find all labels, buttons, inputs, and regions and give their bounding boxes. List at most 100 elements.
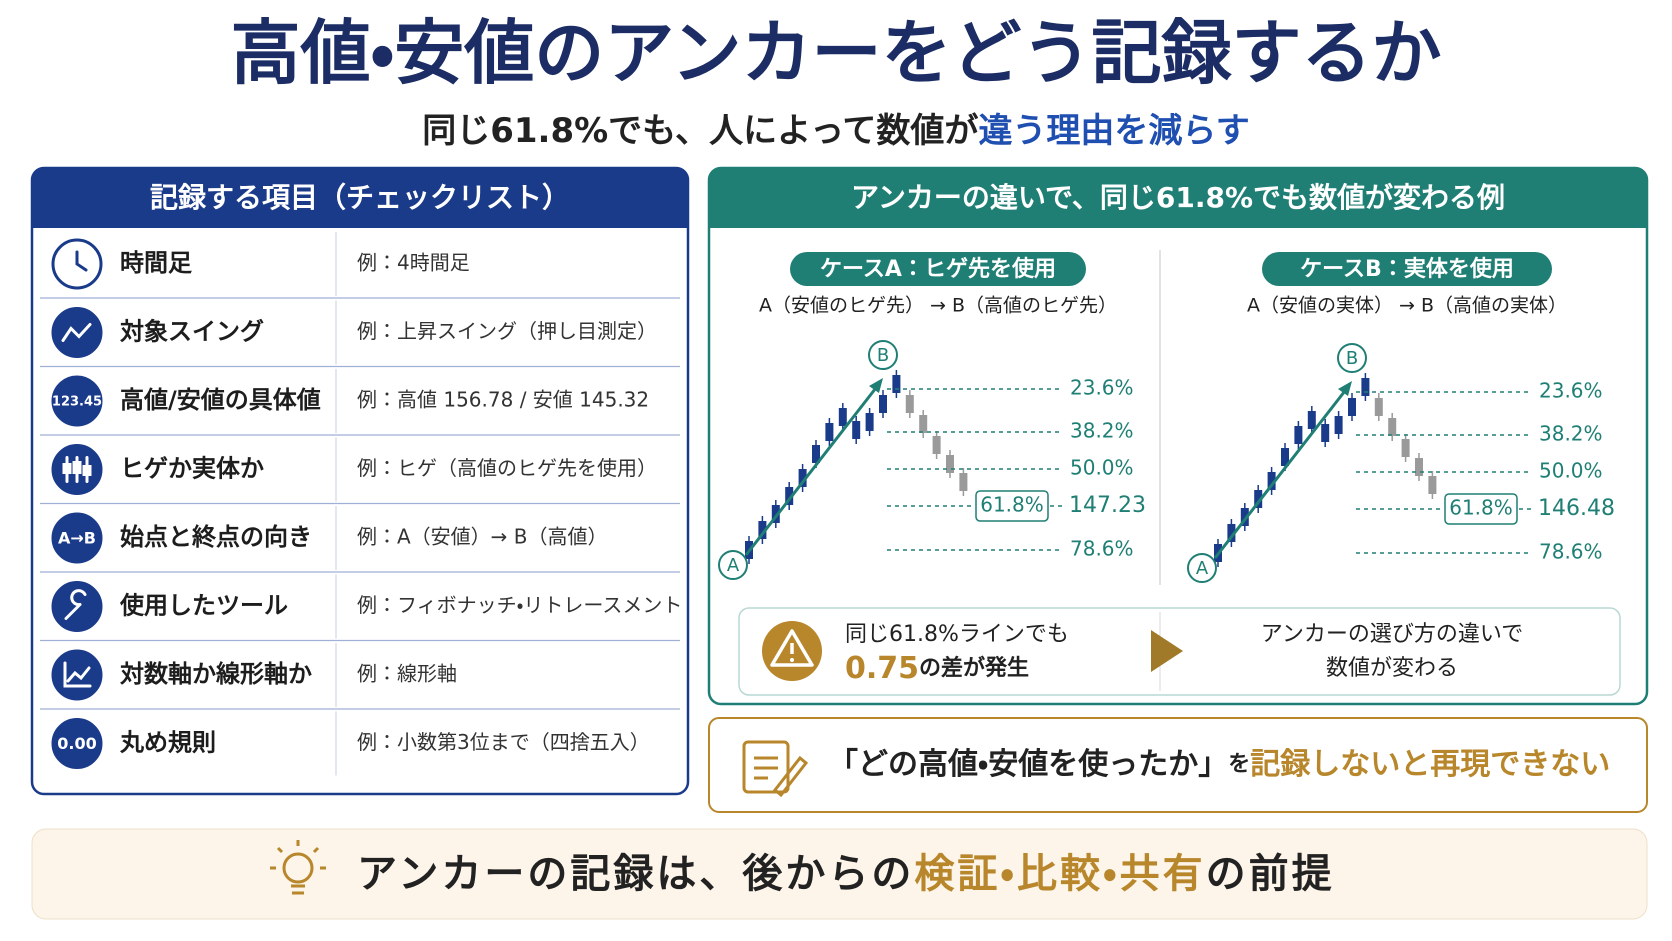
row-example: 例：上昇スイング（押し目測定） (357, 319, 657, 343)
candle-body (812, 445, 820, 463)
note-diff: 0.75 (845, 651, 919, 686)
candle-body (1307, 411, 1316, 429)
anchor-b (1337, 343, 1367, 373)
candle-body (1321, 424, 1330, 442)
fib-level: 50.0% (1070, 456, 1134, 480)
candle-body (932, 436, 941, 454)
fib-level: 61.8% (1449, 496, 1513, 520)
warning-particle: を (1228, 752, 1250, 777)
row-icon-text: 123.45 (52, 395, 102, 410)
fib-price: 146.48 (1538, 496, 1615, 521)
row-glyph (63, 661, 92, 688)
candle-body (1348, 398, 1356, 416)
case-label: ケースA：ヒゲ先を使用 (820, 257, 1056, 282)
glyph-path (61, 323, 92, 342)
row-icon (51, 718, 103, 769)
fib-box (1444, 493, 1518, 525)
footer-text: アンカーの記録は、後からの検証・比較・共有の前提 (357, 851, 1335, 897)
warning-box (708, 717, 1648, 813)
anchor-b (868, 340, 898, 370)
footer-plain: アンカーの記録は、後からの (357, 851, 914, 897)
row-glyph (75, 250, 88, 272)
fib-level: 23.6% (1070, 376, 1134, 400)
candle-body (785, 487, 794, 505)
row-glyph (62, 456, 92, 483)
fib-box (975, 490, 1049, 522)
note-right1: アンカーの選び方の違いで (1261, 622, 1523, 647)
candle-body (1401, 439, 1410, 457)
fib-level: 78.6% (1539, 540, 1603, 564)
note-line1: 同じ61.8%ラインでも (845, 622, 1069, 647)
candle-body (946, 455, 954, 473)
arrow-head (1338, 381, 1352, 396)
fib-level: 38.2% (1070, 419, 1134, 443)
row-example: 例：小数第3位まで（四捨五入） (357, 730, 650, 754)
row-icon-text: 0.00 (57, 734, 96, 753)
warning-glyph (790, 658, 794, 662)
candle-body (892, 375, 901, 393)
candle-body (771, 505, 780, 523)
candle-body (879, 395, 887, 413)
glyph-path (62, 456, 92, 483)
candle-body (1374, 398, 1383, 416)
warning-text: 「どの高値・安値を使ったか」を記録しないと再現できない (828, 747, 1610, 782)
glyph-path (75, 250, 88, 272)
anchor-a-label: A (1196, 558, 1209, 579)
candle-body (919, 415, 928, 433)
row-example: 例：線形軸 (357, 662, 457, 686)
anchor-a (1187, 553, 1217, 583)
fib-level: 38.2% (1539, 422, 1603, 446)
glyph-path (63, 661, 92, 688)
candle-body (1361, 378, 1370, 396)
candle-body (1415, 458, 1423, 476)
case-anchors: A（安値のヒゲ先） → B（高値のヒゲ先） (759, 295, 1117, 317)
subtitle-accent: 違う理由を減らす (978, 111, 1249, 151)
candle-body (1388, 418, 1397, 436)
fib-price: 147.23 (1069, 493, 1146, 518)
candle-body (1294, 426, 1303, 444)
row-label: 対象スイング (120, 318, 264, 346)
fib-level: 78.6% (1070, 537, 1134, 561)
row-label: ヒゲか実体か (120, 455, 264, 483)
candle-body (905, 395, 914, 413)
candle-body (758, 521, 767, 539)
row-example: 例：4時間足 (357, 251, 470, 275)
row-example: 例：フィボナッチ・リトレースメント (357, 593, 682, 617)
candle-body (959, 473, 968, 491)
anchor-b-label: B (877, 345, 889, 366)
candle-body (825, 423, 834, 441)
checklist-header (32, 168, 688, 228)
anchor-b-label: B (1346, 348, 1358, 369)
fib-level: 61.8% (980, 493, 1044, 517)
comparison-header (709, 168, 1647, 228)
anchor-a (718, 550, 748, 580)
row-example: 例：ヒゲ（高値のヒゲ先を使用） (357, 456, 657, 480)
case-anchors: A（安値の実体） → B（高値の実体） (1247, 295, 1567, 317)
row-example: 例：A（安値）→ B（高値） (357, 525, 608, 549)
title: 高値・安値のアンカーをどう記録するか (231, 12, 1442, 94)
cases: ケースA：ヒゲ先を使用 A（安値のヒゲ先） → B（高値のヒゲ先） A B 23.6% 3… (718, 252, 1615, 583)
row-label: 丸め規則 (119, 729, 216, 757)
row-label: 始点と終点の向き (120, 523, 312, 551)
row-label: 時間足 (120, 249, 192, 277)
candle-body (1240, 508, 1249, 526)
row-example: 例：高値 156.78 / 安値 145.32 (357, 388, 649, 412)
candle-body (865, 413, 874, 431)
candle-body (852, 421, 861, 439)
case-pill (790, 252, 1086, 286)
note-arrow (1151, 630, 1183, 672)
candle-body (838, 408, 847, 426)
candle-body (1267, 472, 1276, 490)
arrow-head (869, 378, 883, 393)
row-icon-text: A→B (58, 529, 96, 548)
row-glyph (61, 323, 92, 342)
subtitle: 同じ61.8%でも、人によって数値が違う理由を減らす (422, 111, 1250, 151)
warning-quote: 「どの高値・安値を使ったか」 (828, 747, 1228, 782)
swing-arrow (1213, 386, 1350, 559)
bulb-icon (270, 840, 326, 895)
candle-body (798, 469, 807, 487)
note-right2: 数値が変わる (1326, 656, 1458, 681)
row-label: 高値/安値の具体値 (120, 386, 321, 414)
candle-body (1227, 524, 1236, 542)
